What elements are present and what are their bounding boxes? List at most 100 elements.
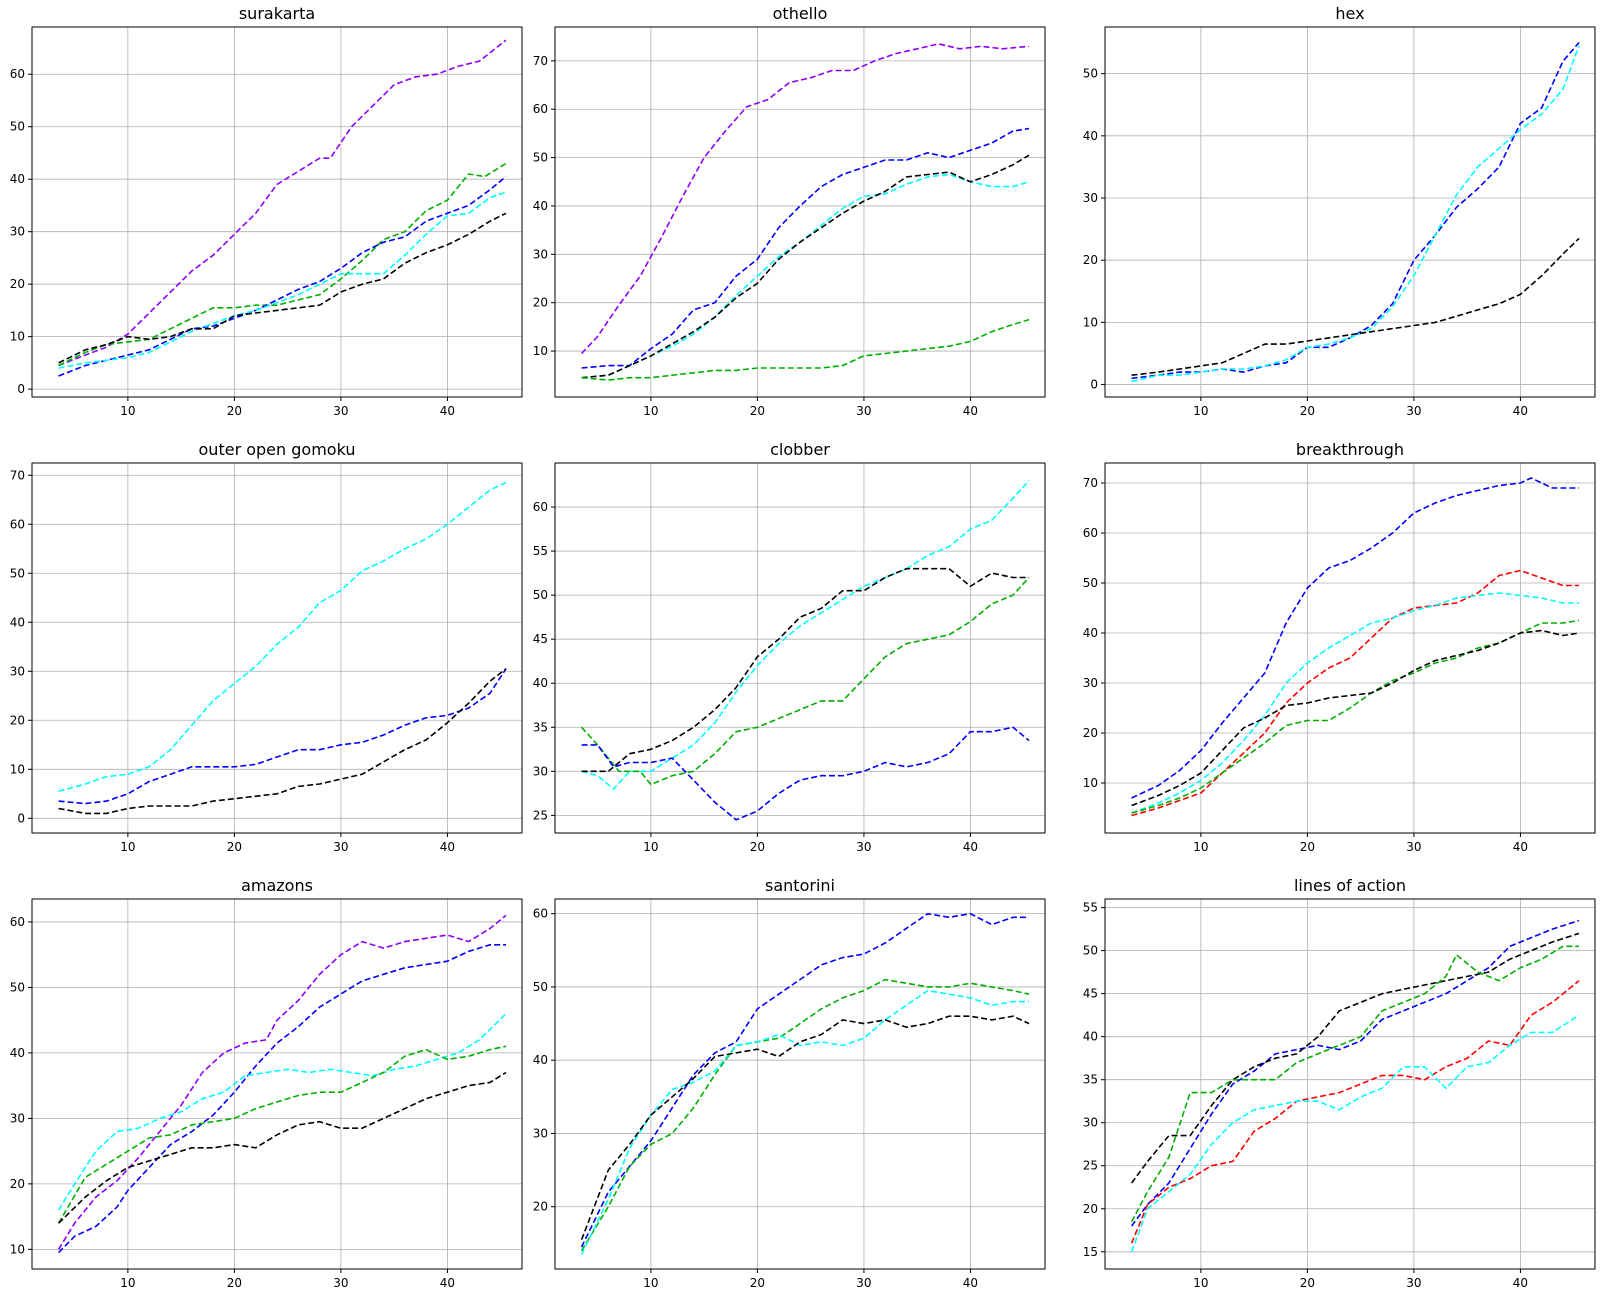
subplot: amazons 10 20 30 40 10 20 30 40 50 60 — [10, 876, 523, 1290]
y-tick-label: 10 — [10, 1242, 25, 1256]
y-tick-label: 50 — [10, 120, 25, 134]
y-tick-label: 10 — [1083, 776, 1098, 790]
subplot-title: clobber — [770, 440, 830, 459]
series-line — [1131, 629, 1580, 807]
series-line — [58, 481, 507, 793]
subplot-title: surakarta — [239, 4, 315, 23]
x-tick-label: 40 — [440, 404, 455, 418]
series-line — [1131, 619, 1580, 814]
series-line — [1131, 569, 1579, 817]
x-tick-label: 40 — [440, 1276, 455, 1290]
subplot: santorini 10 20 30 40 20 30 40 50 60 — [533, 876, 1046, 1290]
series-line — [58, 39, 507, 367]
y-tick-label: 20 — [1083, 726, 1098, 740]
y-tick-label: 30 — [1083, 191, 1098, 205]
x-tick-label: 30 — [333, 840, 348, 854]
subplot: hex 10 20 30 40 0 10 20 30 40 50 — [1083, 4, 1596, 418]
series-line — [581, 173, 1030, 379]
x-tick-label: 20 — [227, 1276, 242, 1290]
y-tick-label: 60 — [10, 67, 25, 81]
axes-frame — [31, 898, 523, 1270]
y-tick-label: 0 — [17, 382, 25, 396]
series-line — [58, 191, 507, 369]
series-line — [1131, 45, 1580, 383]
axes-frame — [1104, 898, 1596, 1270]
y-tick-label: 0 — [17, 811, 25, 825]
x-tick-label: 10 — [1193, 1276, 1208, 1290]
subplot: surakarta 10 20 30 40 0 10 20 30 40 50 60 — [10, 4, 523, 418]
x-tick-label: 40 — [963, 1276, 978, 1290]
y-tick-label: 50 — [533, 588, 548, 602]
series-line — [58, 175, 507, 377]
y-tick-label: 20 — [10, 277, 25, 291]
x-tick-label: 10 — [120, 840, 135, 854]
y-tick-label: 40 — [1083, 1030, 1098, 1044]
y-tick-label: 60 — [10, 517, 25, 531]
axes-frame — [554, 26, 1046, 398]
y-tick-label: 30 — [10, 225, 25, 239]
y-tick-label: 50 — [10, 566, 25, 580]
x-tick-label: 20 — [227, 840, 242, 854]
axes-frame — [1104, 26, 1596, 398]
x-tick-label: 40 — [963, 404, 978, 418]
axes-frame — [554, 462, 1046, 834]
y-tick-label: 20 — [1083, 1202, 1098, 1216]
subplot: outer open gomoku 10 20 30 40 0 10 20 30 40 50 60 70 — [10, 440, 523, 854]
x-tick-label: 20 — [227, 404, 242, 418]
series-line — [58, 668, 507, 815]
series-line — [1131, 592, 1579, 814]
y-tick-label: 30 — [533, 247, 548, 261]
series-line — [581, 127, 1030, 369]
axes-frame — [31, 26, 523, 398]
y-tick-label: 60 — [1083, 526, 1098, 540]
y-tick-label: 20 — [533, 296, 548, 310]
series-line — [1130, 945, 1579, 1223]
x-tick-label: 10 — [120, 404, 135, 418]
y-tick-label: 50 — [1083, 944, 1098, 958]
series-line — [1131, 237, 1580, 376]
series-line — [580, 989, 1029, 1255]
y-tick-label: 10 — [10, 330, 25, 344]
y-tick-label: 35 — [533, 720, 548, 734]
y-tick-label: 45 — [1083, 987, 1098, 1001]
y-tick-label: 50 — [1083, 67, 1098, 81]
x-tick-label: 40 — [963, 840, 978, 854]
y-tick-label: 40 — [1083, 626, 1098, 640]
series-line — [580, 978, 1030, 1252]
subplot-title: amazons — [241, 876, 313, 895]
series-line — [581, 726, 1030, 821]
x-tick-label: 10 — [643, 404, 658, 418]
x-tick-label: 40 — [1513, 404, 1528, 418]
y-tick-label: 40 — [533, 1053, 548, 1067]
subplot-title: santorini — [765, 876, 835, 895]
x-tick-label: 20 — [1300, 404, 1315, 418]
y-tick-label: 40 — [533, 676, 548, 690]
axes-frame — [1104, 462, 1596, 834]
axes-frame — [554, 898, 1046, 1270]
y-tick-label: 60 — [533, 102, 548, 116]
series-line — [581, 567, 1029, 773]
x-tick-label: 10 — [1193, 404, 1208, 418]
y-tick-label: 55 — [533, 544, 548, 558]
subplot: breakthrough 10 20 30 40 10 20 30 40 50 60 70 — [1083, 440, 1596, 854]
series-line — [58, 1071, 507, 1224]
y-tick-label: 35 — [1083, 1073, 1098, 1087]
series-line — [581, 480, 1030, 790]
x-tick-label: 30 — [1406, 1276, 1421, 1290]
x-tick-label: 30 — [1406, 404, 1421, 418]
subplot: othello 10 20 30 40 10 20 30 40 50 60 70 — [533, 4, 1046, 418]
y-tick-label: 30 — [1083, 676, 1098, 690]
y-tick-label: 15 — [1083, 1245, 1098, 1259]
y-tick-label: 30 — [533, 1126, 548, 1140]
subplot-title: outer open gomoku — [199, 440, 356, 459]
subplot: lines of action 10 20 30 40 15 20 25 30 35 40 45 50 5… — [1083, 876, 1596, 1290]
y-tick-label: 30 — [533, 764, 548, 778]
series-line — [581, 576, 1030, 786]
series-line — [1130, 1014, 1580, 1253]
series-line — [1131, 477, 1579, 799]
x-tick-label: 30 — [333, 1276, 348, 1290]
series-line — [581, 154, 1030, 379]
y-tick-label: 40 — [1083, 129, 1098, 143]
y-tick-label: 70 — [10, 468, 25, 482]
